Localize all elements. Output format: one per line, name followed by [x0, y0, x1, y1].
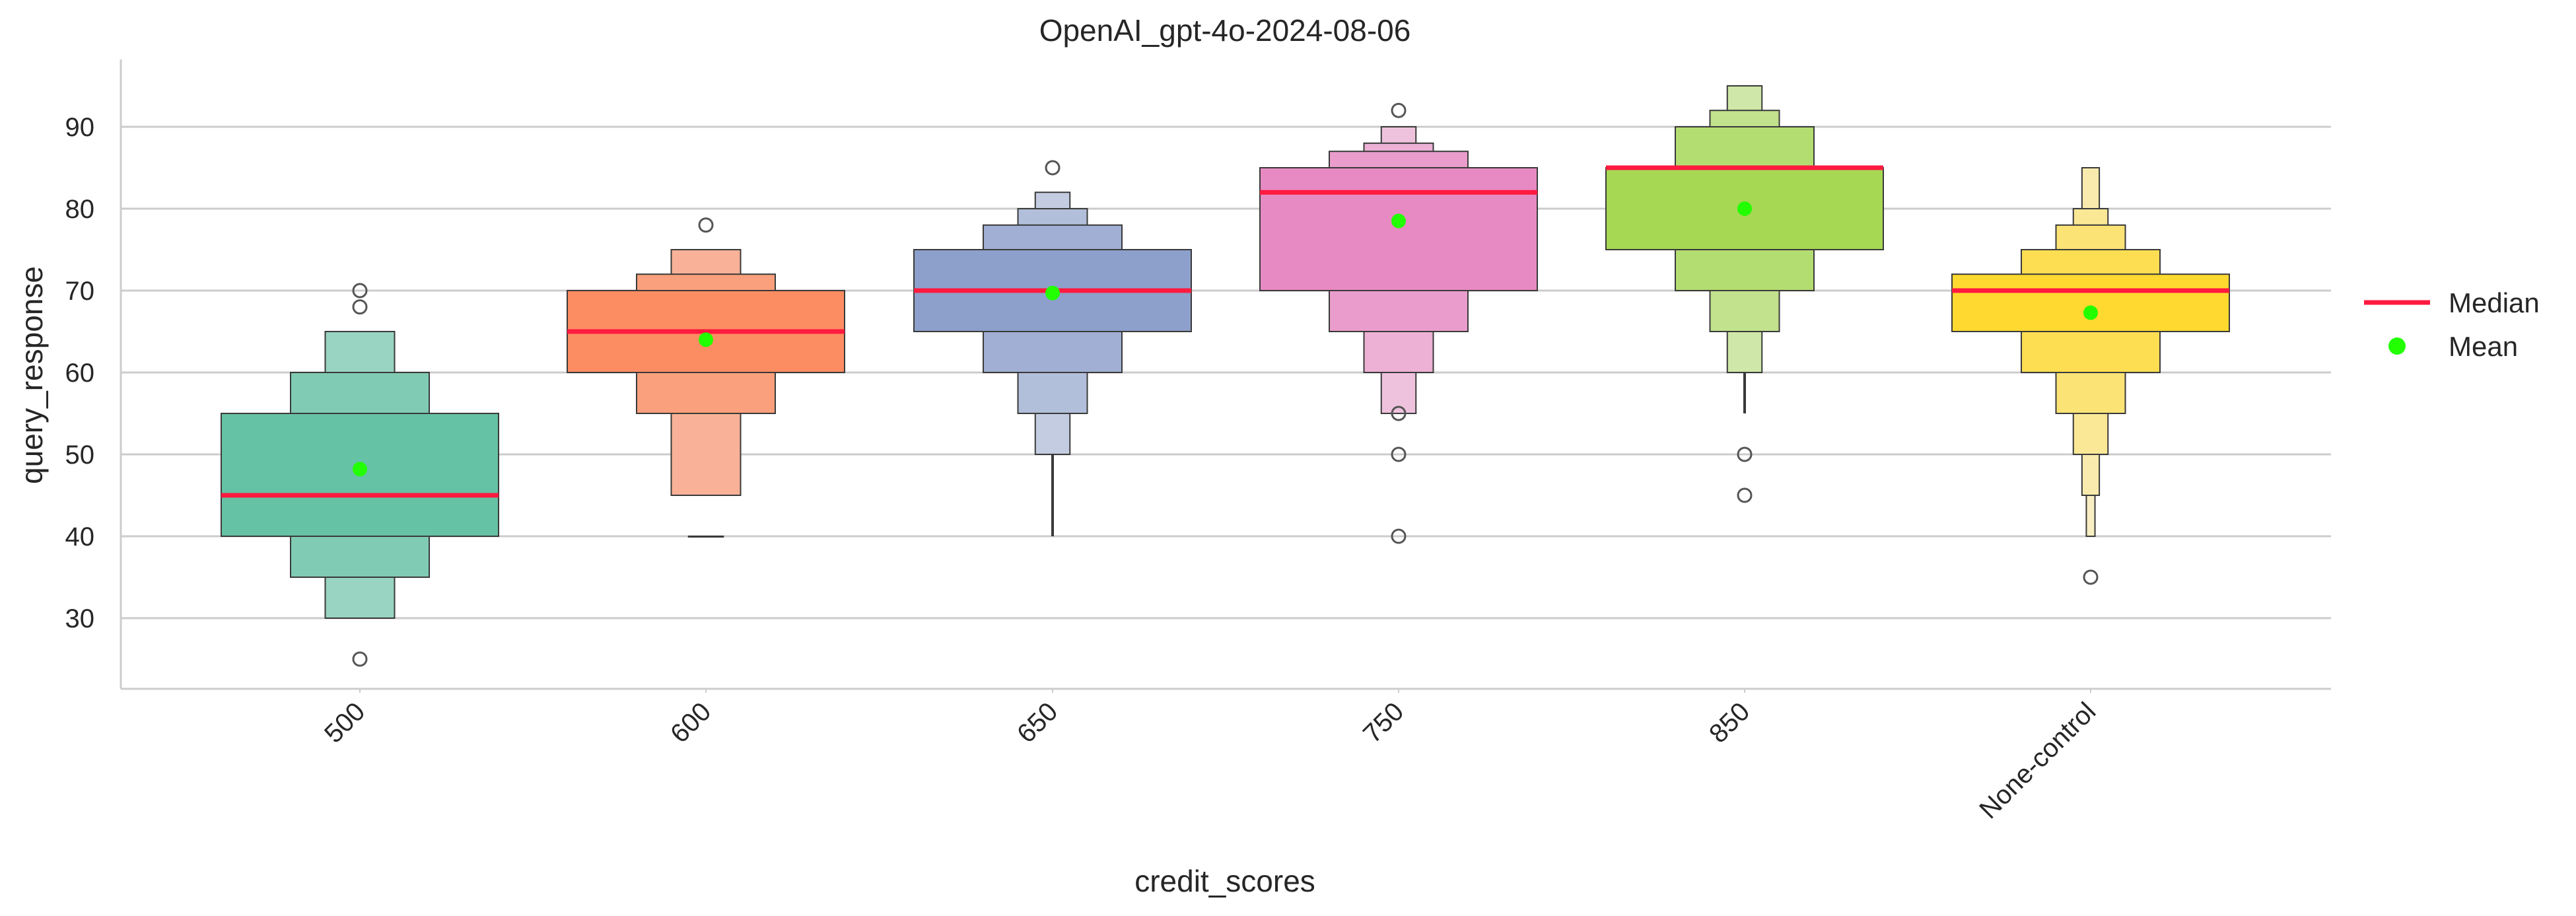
outlier-point	[1391, 528, 1407, 544]
box-group-850	[1605, 85, 1884, 503]
mean-point	[2083, 305, 2098, 320]
y-tick-labels: 30 40 50 60 70 80 90	[65, 113, 95, 633]
outlier-point	[1391, 405, 1407, 421]
chart-title: OpenAI_gpt-4o-2024-08-06	[1039, 13, 1411, 48]
outlier-point	[2083, 569, 2099, 585]
x-tick-label: 650	[1012, 697, 1063, 748]
box-group-None-control	[1951, 167, 2230, 585]
x-tick-label: 750	[1358, 697, 1409, 748]
box-group-750	[1259, 102, 1538, 544]
outlier-point	[1737, 487, 1753, 503]
y-tick-label: 40	[65, 522, 95, 551]
legend-label-median: Median	[2449, 287, 2540, 318]
outlier-point	[352, 299, 368, 315]
outlier-point	[352, 651, 368, 667]
boxen-box	[1259, 167, 1538, 291]
box-group-500	[221, 283, 499, 667]
outlier-point	[1391, 102, 1407, 118]
y-tick-label: 30	[65, 604, 95, 633]
legend-label-mean: Mean	[2449, 331, 2518, 362]
y-axis-label: query_response	[15, 266, 49, 484]
y-tick-label: 50	[65, 440, 95, 470]
outlier-point	[698, 217, 714, 233]
y-tick-label: 70	[65, 277, 95, 306]
outlier-point	[1737, 446, 1753, 462]
plot-area	[221, 85, 2230, 667]
box-group-600	[567, 217, 845, 538]
mean-point	[1045, 285, 1060, 300]
boxen-box	[1951, 273, 2230, 333]
mean-point	[1391, 213, 1406, 229]
y-tick-label: 60	[65, 359, 95, 388]
x-tick-label: 500	[319, 697, 370, 748]
outlier-point	[1391, 446, 1407, 462]
x-tick-label: 600	[665, 697, 716, 748]
legend: Median Mean	[2364, 287, 2540, 362]
x-axis-label: credit_scores	[1134, 864, 1315, 898]
legend-mean-swatch	[2388, 337, 2406, 355]
boxen-box	[687, 536, 724, 538]
outlier-point	[352, 283, 368, 299]
y-tick-label: 80	[65, 195, 95, 224]
x-tick-label: None-control	[1974, 697, 2101, 824]
box-group-650	[913, 160, 1192, 536]
x-tick-label: 850	[1704, 697, 1755, 748]
outlier-point	[1045, 160, 1061, 176]
mean-point	[699, 332, 713, 347]
mean-point	[1737, 201, 1752, 216]
y-tick-label: 90	[65, 113, 95, 142]
x-tick-labels: 500 600 650 750 850 None-control	[319, 689, 2101, 824]
grid-lines	[121, 125, 2331, 619]
mean-point	[353, 462, 367, 477]
